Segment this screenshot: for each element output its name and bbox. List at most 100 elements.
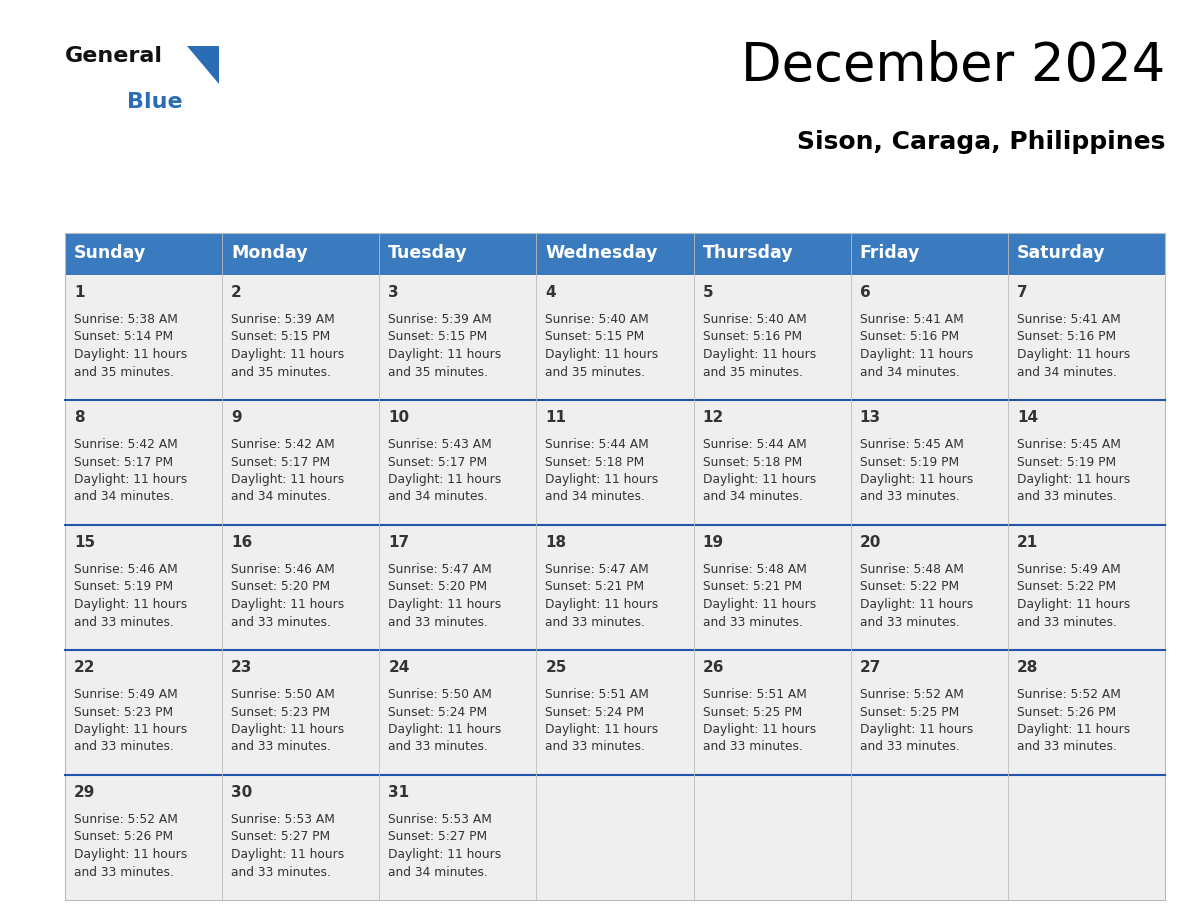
Text: Sunrise: 5:44 AM: Sunrise: 5:44 AM <box>702 438 807 451</box>
Bar <box>222 400 379 525</box>
Text: Sunset: 5:20 PM: Sunset: 5:20 PM <box>388 580 487 594</box>
Bar <box>1007 525 1165 650</box>
Text: Sunset: 5:25 PM: Sunset: 5:25 PM <box>702 706 802 719</box>
Text: and 33 minutes.: and 33 minutes. <box>1017 490 1117 503</box>
Text: Sunrise: 5:40 AM: Sunrise: 5:40 AM <box>545 313 649 326</box>
Text: and 35 minutes.: and 35 minutes. <box>232 365 331 378</box>
Text: December 2024: December 2024 <box>741 40 1165 92</box>
Bar <box>851 775 1007 900</box>
Text: Daylight: 11 hours: Daylight: 11 hours <box>232 348 345 361</box>
Text: Daylight: 11 hours: Daylight: 11 hours <box>702 723 816 736</box>
Text: and 33 minutes.: and 33 minutes. <box>545 741 645 754</box>
Text: 17: 17 <box>388 535 410 550</box>
Text: Sunrise: 5:52 AM: Sunrise: 5:52 AM <box>1017 688 1120 701</box>
Text: Sunrise: 5:41 AM: Sunrise: 5:41 AM <box>860 313 963 326</box>
Text: Sunrise: 5:45 AM: Sunrise: 5:45 AM <box>1017 438 1120 451</box>
Bar <box>65 775 222 900</box>
Text: and 35 minutes.: and 35 minutes. <box>702 365 803 378</box>
Bar <box>379 233 537 275</box>
Text: Sunrise: 5:41 AM: Sunrise: 5:41 AM <box>1017 313 1120 326</box>
Bar <box>851 233 1007 275</box>
Text: Daylight: 11 hours: Daylight: 11 hours <box>232 473 345 486</box>
Bar <box>379 525 537 650</box>
Text: 24: 24 <box>388 660 410 675</box>
Text: Sunrise: 5:48 AM: Sunrise: 5:48 AM <box>702 563 807 576</box>
Text: Daylight: 11 hours: Daylight: 11 hours <box>1017 473 1130 486</box>
Bar <box>537 650 694 775</box>
Text: Monday: Monday <box>232 244 308 263</box>
Text: Sunset: 5:20 PM: Sunset: 5:20 PM <box>232 580 330 594</box>
Text: Sunset: 5:25 PM: Sunset: 5:25 PM <box>860 706 959 719</box>
Bar <box>1007 233 1165 275</box>
Text: and 33 minutes.: and 33 minutes. <box>232 741 331 754</box>
Bar <box>379 775 537 900</box>
Text: Sunset: 5:19 PM: Sunset: 5:19 PM <box>860 455 959 468</box>
Text: and 33 minutes.: and 33 minutes. <box>74 615 173 629</box>
Text: and 34 minutes.: and 34 minutes. <box>1017 365 1117 378</box>
Bar <box>222 525 379 650</box>
Text: Sunset: 5:21 PM: Sunset: 5:21 PM <box>702 580 802 594</box>
Text: 9: 9 <box>232 410 242 425</box>
Text: Sunset: 5:16 PM: Sunset: 5:16 PM <box>1017 330 1116 343</box>
Bar <box>694 400 851 525</box>
Bar <box>1007 650 1165 775</box>
Text: 22: 22 <box>74 660 95 675</box>
Text: Sunrise: 5:39 AM: Sunrise: 5:39 AM <box>232 313 335 326</box>
Bar <box>379 400 537 525</box>
Text: 6: 6 <box>860 285 871 300</box>
Text: Sunset: 5:22 PM: Sunset: 5:22 PM <box>1017 580 1116 594</box>
Text: 19: 19 <box>702 535 723 550</box>
Text: Daylight: 11 hours: Daylight: 11 hours <box>388 473 501 486</box>
Text: 11: 11 <box>545 410 567 425</box>
Text: Daylight: 11 hours: Daylight: 11 hours <box>74 848 188 861</box>
Text: Sunset: 5:19 PM: Sunset: 5:19 PM <box>1017 455 1116 468</box>
Text: Sunrise: 5:46 AM: Sunrise: 5:46 AM <box>232 563 335 576</box>
Text: Sunset: 5:23 PM: Sunset: 5:23 PM <box>232 706 330 719</box>
Text: and 33 minutes.: and 33 minutes. <box>702 741 802 754</box>
Text: Daylight: 11 hours: Daylight: 11 hours <box>1017 598 1130 611</box>
Text: Sunset: 5:24 PM: Sunset: 5:24 PM <box>545 706 645 719</box>
Text: and 33 minutes.: and 33 minutes. <box>232 615 331 629</box>
Text: Sunset: 5:16 PM: Sunset: 5:16 PM <box>860 330 959 343</box>
Text: 25: 25 <box>545 660 567 675</box>
Text: Sunrise: 5:53 AM: Sunrise: 5:53 AM <box>388 813 492 826</box>
Text: 30: 30 <box>232 785 252 800</box>
Text: Sunset: 5:15 PM: Sunset: 5:15 PM <box>545 330 645 343</box>
Text: Daylight: 11 hours: Daylight: 11 hours <box>388 598 501 611</box>
Text: Sunrise: 5:45 AM: Sunrise: 5:45 AM <box>860 438 963 451</box>
Text: Daylight: 11 hours: Daylight: 11 hours <box>74 598 188 611</box>
Text: and 33 minutes.: and 33 minutes. <box>545 615 645 629</box>
Polygon shape <box>187 46 219 84</box>
Text: Daylight: 11 hours: Daylight: 11 hours <box>232 723 345 736</box>
Bar <box>694 650 851 775</box>
Bar <box>222 650 379 775</box>
Bar <box>851 400 1007 525</box>
Text: Sunset: 5:22 PM: Sunset: 5:22 PM <box>860 580 959 594</box>
Text: 14: 14 <box>1017 410 1038 425</box>
Text: and 33 minutes.: and 33 minutes. <box>74 866 173 879</box>
Text: Sunset: 5:18 PM: Sunset: 5:18 PM <box>702 455 802 468</box>
Text: 29: 29 <box>74 785 95 800</box>
Text: and 33 minutes.: and 33 minutes. <box>860 615 960 629</box>
Text: Daylight: 11 hours: Daylight: 11 hours <box>702 598 816 611</box>
Text: Sunrise: 5:52 AM: Sunrise: 5:52 AM <box>74 813 178 826</box>
Text: 2: 2 <box>232 285 242 300</box>
Text: and 35 minutes.: and 35 minutes. <box>74 365 173 378</box>
Text: and 34 minutes.: and 34 minutes. <box>545 490 645 503</box>
Bar <box>65 275 222 400</box>
Bar <box>851 525 1007 650</box>
Text: Sunrise: 5:42 AM: Sunrise: 5:42 AM <box>74 438 178 451</box>
Text: 28: 28 <box>1017 660 1038 675</box>
Text: Sunrise: 5:42 AM: Sunrise: 5:42 AM <box>232 438 335 451</box>
Text: 18: 18 <box>545 535 567 550</box>
Text: Daylight: 11 hours: Daylight: 11 hours <box>232 598 345 611</box>
Bar <box>379 650 537 775</box>
Text: 10: 10 <box>388 410 410 425</box>
Text: Sunset: 5:21 PM: Sunset: 5:21 PM <box>545 580 645 594</box>
Text: Blue: Blue <box>127 92 183 112</box>
Text: Thursday: Thursday <box>702 244 794 263</box>
Bar <box>1007 400 1165 525</box>
Bar <box>694 525 851 650</box>
Text: Sunrise: 5:52 AM: Sunrise: 5:52 AM <box>860 688 963 701</box>
Text: Daylight: 11 hours: Daylight: 11 hours <box>545 473 658 486</box>
